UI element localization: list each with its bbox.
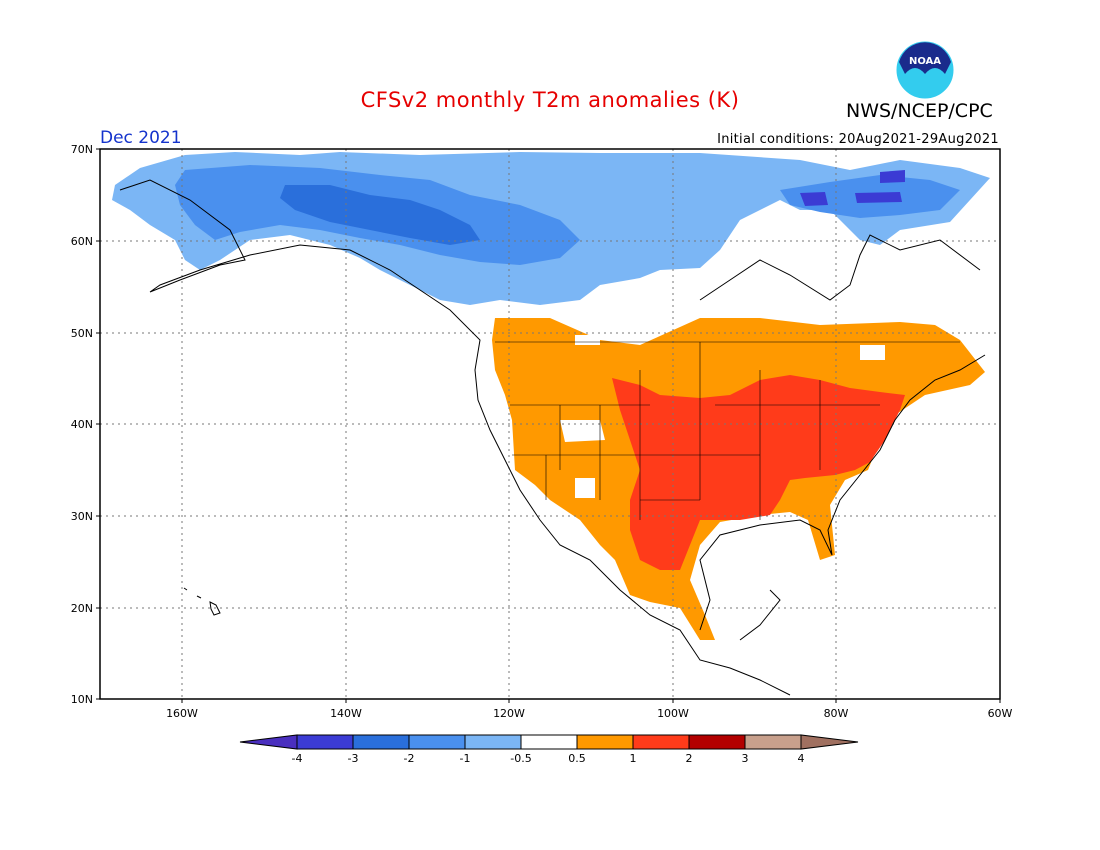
forecast-month: Dec 2021 xyxy=(100,128,182,148)
lon-label-160w: 160W xyxy=(166,707,198,720)
colorbar-bin xyxy=(744,734,802,750)
lat-label-20: 20N xyxy=(71,602,93,615)
lon-label-140w: 140W xyxy=(330,707,362,720)
hawaii xyxy=(183,587,221,616)
lat-label-10: 10N xyxy=(71,693,93,706)
colorbar-bin xyxy=(464,734,522,750)
colorbar-bin xyxy=(296,734,354,750)
lat-label-30: 30N xyxy=(71,510,93,523)
colorbar-label: 3 xyxy=(742,752,749,765)
colorbar-label: -1 xyxy=(460,752,471,765)
colorbar-label: -4 xyxy=(292,752,303,765)
lon-label-80w: 80W xyxy=(824,707,849,720)
lat-label-60: 60N xyxy=(71,235,93,248)
colorbar-bin xyxy=(632,734,690,750)
colorbar-max-arrow xyxy=(800,734,859,750)
noaa-logo-text: NOAA xyxy=(909,56,941,67)
colorbar-label: -3 xyxy=(348,752,359,765)
colorbar-min-arrow xyxy=(239,734,298,750)
colorbar-bin xyxy=(352,734,410,750)
neutral-patch xyxy=(560,335,885,498)
state-borders xyxy=(495,341,960,520)
colorbar-bin xyxy=(576,734,634,750)
lat-label-50: 50N xyxy=(71,327,93,340)
lon-label-60w: 60W xyxy=(988,707,1013,720)
colorbar-bin xyxy=(408,734,466,750)
warm-anomaly-core xyxy=(612,375,905,570)
lon-label-120w: 120W xyxy=(493,707,525,720)
colorbar-label: 1 xyxy=(630,752,637,765)
colorbar-label: -0.5 xyxy=(510,752,531,765)
colorbar-label: 2 xyxy=(686,752,693,765)
cold-anomaly-strong xyxy=(280,185,480,245)
lon-label-100w: 100W xyxy=(657,707,689,720)
colorbar-label: -2 xyxy=(404,752,415,765)
colorbar-label: 0.5 xyxy=(568,752,586,765)
colorbar-bin xyxy=(688,734,746,750)
noaa-logo: NOAA xyxy=(895,40,955,100)
initial-conditions: Initial conditions: 20Aug2021-29Aug2021 xyxy=(717,132,999,147)
colorbar-bin xyxy=(520,734,578,750)
map-title: CFSv2 monthly T2m anomalies (K) xyxy=(360,88,740,112)
lat-label-40: 40N xyxy=(71,418,93,431)
agency-label: NWS/NCEP/CPC xyxy=(846,100,993,122)
coastline xyxy=(119,179,986,696)
lat-label-70: 70N xyxy=(71,143,93,156)
graticule xyxy=(100,149,1000,699)
colorbar-label: 4 xyxy=(798,752,805,765)
cold-anomaly-extreme xyxy=(800,170,905,206)
